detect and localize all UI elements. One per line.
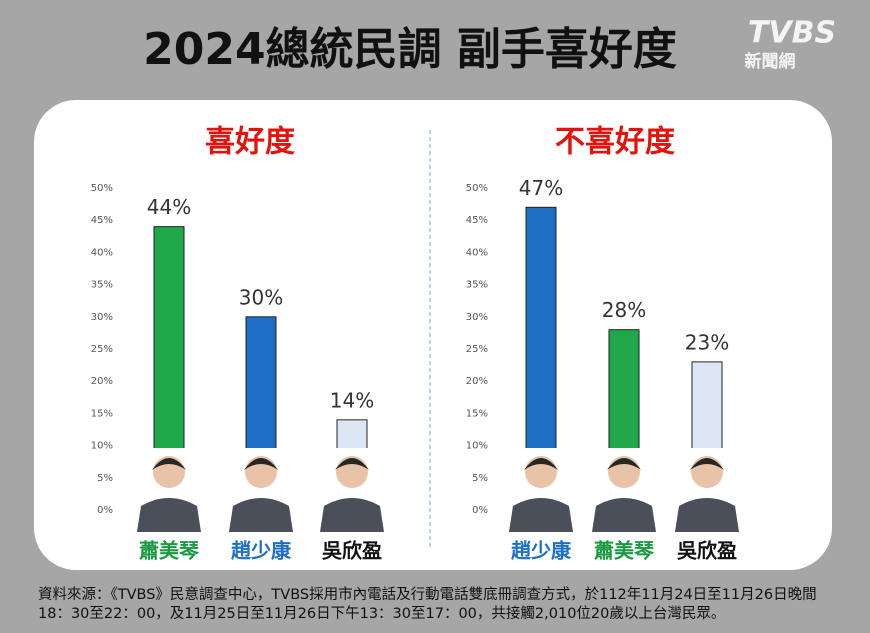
photo	[152, 458, 186, 470]
photo	[509, 498, 573, 532]
photo	[592, 498, 656, 532]
x-tick-label: 吳欣盈	[677, 539, 737, 563]
photo	[137, 498, 201, 532]
y-tick-label: 20%	[91, 376, 113, 387]
y-tick-label: 5%	[472, 473, 488, 484]
value-label: 44%	[147, 195, 191, 219]
y-tick-label: 30%	[466, 312, 488, 323]
y-tick-label: 10%	[91, 441, 113, 452]
y-tick-label: 5%	[97, 473, 113, 484]
source-note: 資料來源：《TVBS》民意調查中心，TVBS採用市內電話及行動電話雙底冊調查方式…	[38, 587, 817, 622]
y-tick-label: 35%	[91, 280, 113, 291]
y-tick-label: 45%	[91, 215, 113, 226]
y-tick-label: 0%	[472, 505, 488, 516]
photo	[675, 498, 739, 532]
value-label: 30%	[239, 285, 283, 309]
photo	[607, 458, 641, 470]
chart-title: 不喜好度	[555, 125, 675, 160]
photo	[335, 458, 369, 470]
y-tick-label: 15%	[91, 408, 113, 419]
value-label: 47%	[519, 176, 563, 200]
y-tick-label: 30%	[91, 312, 113, 323]
x-tick-label: 蕭美琴	[594, 539, 655, 563]
y-tick-label: 25%	[91, 344, 113, 355]
y-tick-label: 40%	[91, 247, 113, 258]
photo	[524, 458, 558, 470]
value-label: 23%	[685, 330, 729, 354]
photo	[690, 458, 724, 470]
x-tick-label: 趙少康	[231, 539, 292, 563]
logo: TVBS	[748, 16, 836, 51]
photo	[320, 498, 384, 532]
y-tick-label: 0%	[97, 505, 113, 516]
y-tick-label: 35%	[466, 280, 488, 291]
x-tick-label: 蕭美琴	[139, 539, 200, 563]
value-label: 14%	[330, 388, 374, 412]
x-tick-label: 趙少康	[511, 539, 572, 563]
photo	[244, 458, 278, 470]
value-label: 28%	[602, 298, 646, 322]
y-tick-label: 45%	[466, 215, 488, 226]
chart-title: 喜好度	[205, 125, 295, 160]
y-tick-label: 20%	[466, 376, 488, 387]
y-tick-label: 10%	[466, 441, 488, 452]
x-tick-label: 吳欣盈	[322, 539, 382, 563]
y-tick-label: 40%	[466, 247, 488, 258]
logo-sub: 新聞網	[745, 51, 796, 72]
y-tick-label: 25%	[466, 344, 488, 355]
page-title: 2024總統民調 副手喜好度	[143, 24, 677, 75]
y-tick-label: 50%	[466, 183, 488, 194]
y-tick-label: 15%	[466, 408, 488, 419]
photo	[229, 498, 293, 532]
y-tick-label: 50%	[91, 183, 113, 194]
